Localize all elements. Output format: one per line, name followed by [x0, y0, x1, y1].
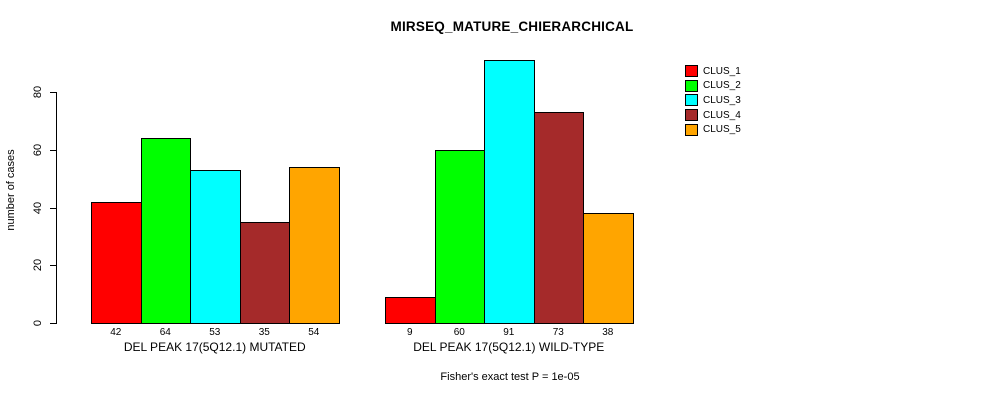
chart-title: MIRSEQ_MATURE_CHIERARCHICAL — [390, 19, 634, 34]
y-tick-label: 60 — [32, 143, 44, 156]
legend: CLUS_1 CLUS_2 CLUS_3 CLUS_4 CLUS_5 — [685, 64, 741, 137]
legend-label: CLUS_1 — [703, 65, 741, 77]
legend-swatch-icon — [685, 109, 698, 122]
bar-value-label: 38 — [602, 327, 614, 338]
bar-clus_4-group1 — [239, 221, 290, 324]
y-tick-label: 40 — [32, 201, 44, 214]
bar-clus_1-group1 — [91, 201, 142, 324]
annotation-text: Fisher's exact test P = 1e-05 — [440, 371, 580, 383]
legend-label: CLUS_4 — [703, 109, 741, 121]
bar-clus_4-group2 — [533, 112, 584, 324]
bar-clus_3-group2 — [484, 60, 535, 324]
legend-item-clus_3: CLUS_3 — [685, 93, 741, 108]
group-label-1: DEL PEAK 17(5Q12.1) MUTATED — [123, 340, 306, 354]
bar-clus_1-group2 — [385, 297, 436, 324]
y-tick-label: 0 — [32, 319, 44, 327]
bar-value-label: 9 — [406, 327, 413, 338]
y-axis-label: number of cases — [5, 149, 17, 231]
bar-clus_2-group1 — [140, 138, 191, 324]
y-tick-mark — [50, 92, 56, 93]
bar-value-label: 60 — [453, 327, 465, 338]
legend-label: CLUS_5 — [703, 124, 741, 136]
bar-value-label: 53 — [209, 327, 221, 338]
legend-swatch-icon — [685, 79, 698, 92]
bar-value-label: 73 — [552, 327, 564, 338]
legend-swatch-icon — [685, 123, 698, 136]
y-tick-mark — [50, 149, 56, 151]
group-label-2: DEL PEAK 17(5Q12.1) WILD-TYPE — [413, 340, 605, 354]
legend-label: CLUS_3 — [703, 94, 741, 106]
y-tick-mark — [50, 265, 56, 267]
bar-value-label: 54 — [308, 327, 320, 338]
bar-clus_5-group2 — [583, 213, 634, 324]
bar-clus_5-group1 — [289, 167, 340, 324]
legend-swatch-icon — [685, 65, 698, 78]
legend-item-clus_2: CLUS_2 — [685, 79, 741, 94]
bar-value-label: 64 — [159, 327, 171, 338]
legend-item-clus_5: CLUS_5 — [685, 122, 741, 137]
legend-swatch-icon — [685, 94, 698, 107]
legend-item-clus_4: CLUS_4 — [685, 108, 741, 123]
y-tick-mark — [50, 207, 56, 209]
y-tick-label: 80 — [32, 85, 44, 99]
y-axis-line — [56, 92, 57, 324]
bar-value-label: 91 — [503, 327, 515, 338]
legend-label: CLUS_2 — [703, 80, 741, 92]
y-tick-mark — [50, 323, 56, 324]
bar-clus_2-group2 — [434, 149, 485, 324]
bar-value-label: 35 — [258, 327, 270, 338]
y-tick-label: 20 — [32, 259, 44, 272]
bar-clus_3-group1 — [190, 169, 241, 324]
bar-value-label: 42 — [110, 327, 122, 338]
legend-item-clus_1: CLUS_1 — [685, 64, 741, 79]
